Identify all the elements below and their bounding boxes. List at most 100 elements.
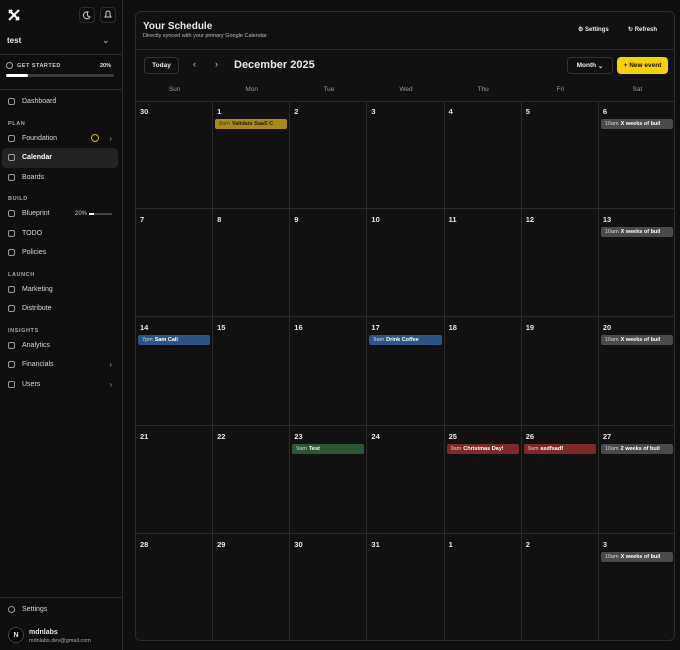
day-cell[interactable]: 12 [521, 209, 599, 318]
new-event-button[interactable]: + New event [617, 57, 668, 74]
day-number: 1 [448, 539, 453, 549]
day-cell[interactable]: 24 [367, 425, 445, 534]
day-cell[interactable]: 26 9am asdfsadf [521, 425, 599, 534]
day-cell[interactable]: 30 [136, 101, 214, 210]
nav-icon [8, 361, 15, 369]
settings-button[interactable]: ⚙ Settings [578, 27, 609, 33]
day-cell[interactable]: 1 8am Validate SaaS C [213, 101, 291, 210]
day-number: 27 [602, 431, 612, 441]
day-cell[interactable]: 5 [521, 101, 599, 210]
event[interactable]: 10am X weeks of buil [600, 335, 673, 346]
day-cell[interactable]: 14 7pm Sam Call [136, 317, 214, 426]
divider [0, 597, 122, 598]
weekday-label: Thu [477, 86, 489, 93]
chevron: › [109, 133, 112, 143]
event-title: 2 weeks of buil [620, 445, 660, 452]
day-cell[interactable]: 27 10am 2 weeks of buil [598, 426, 674, 534]
event[interactable]: 10am 2 weeks of buil [600, 443, 673, 454]
today-button[interactable]: Today [144, 57, 179, 74]
nav-label: Foundation [22, 134, 58, 142]
nav-progress-track [89, 212, 112, 215]
day-cell[interactable]: 2 [290, 101, 368, 210]
day-cell[interactable]: 18 [444, 317, 522, 426]
nav-icon [8, 229, 15, 237]
settings-link[interactable]: Settings [2, 600, 124, 620]
day-cell[interactable]: 7 [136, 209, 214, 318]
nav-item[interactable]: Calendar [2, 148, 118, 168]
event[interactable]: 9am Christmas Day! [446, 443, 519, 454]
day-number: 17 [371, 323, 380, 333]
day-number: 12 [525, 215, 535, 225]
day-cell[interactable]: 1 [445, 533, 522, 640]
event[interactable]: 10am X weeks of buil [600, 227, 673, 238]
divider [136, 101, 674, 102]
nav-item[interactable]: Policies [2, 243, 118, 263]
refresh-button-label: Refresh [634, 27, 658, 33]
view-select[interactable]: Month ⌄ [567, 57, 613, 74]
weekday-label: Wed [399, 86, 413, 93]
nav-icon [8, 98, 15, 106]
settings-button-label: Settings [585, 27, 609, 33]
notifications-button[interactable] [100, 7, 116, 23]
event[interactable]: 7pm Sam Call [138, 335, 211, 346]
day-cell[interactable]: 3 [367, 101, 445, 210]
nav-item[interactable]: Marketing [2, 280, 118, 300]
nav-item[interactable]: TODO [2, 224, 118, 244]
day-cell[interactable]: 22 [213, 425, 291, 534]
nav-item[interactable]: Analytics [2, 336, 118, 356]
day-cell[interactable]: 29 [213, 533, 291, 640]
day-cell[interactable]: 30 [290, 533, 368, 640]
event[interactable]: 9am Drink Coffee [369, 335, 442, 346]
day-cell[interactable]: 16 [290, 317, 368, 426]
chevron: › [109, 379, 112, 389]
weekday-label: Sat [632, 86, 643, 93]
event[interactable]: 10am X weeks of buil [600, 551, 673, 562]
avatar[interactable]: N [8, 627, 24, 643]
day-cell[interactable]: 8 [213, 209, 291, 318]
event-title: X weeks of buil [620, 229, 661, 236]
logo[interactable] [8, 9, 20, 21]
day-number: 9 [294, 215, 299, 225]
next-button[interactable]: › [215, 59, 218, 69]
day-cell[interactable]: 19 [521, 317, 599, 426]
event[interactable]: 9am Test [292, 443, 365, 454]
progress-fill [6, 74, 28, 77]
workspace-name[interactable]: test [7, 36, 22, 45]
day-cell[interactable]: 17 9am Drink Coffee [367, 317, 445, 426]
event[interactable]: 8am Validate SaaS C [215, 119, 288, 129]
day-cell[interactable]: 2 [522, 533, 599, 640]
event-time: 9am [373, 337, 385, 344]
theme-button[interactable] [79, 7, 95, 23]
day-cell[interactable]: 28 [136, 533, 214, 640]
day-number: 21 [140, 431, 149, 441]
event[interactable]: 10am X weeks of buil [600, 119, 673, 129]
prev-button[interactable]: ‹ [193, 59, 196, 69]
day-cell[interactable]: 31 [367, 533, 445, 640]
nav-item[interactable]: Blueprint 20% [2, 204, 118, 224]
progress-track [6, 74, 114, 77]
day-cell[interactable]: 15 [213, 317, 291, 426]
nav-item[interactable]: Dashboard [2, 92, 118, 112]
day-cell[interactable]: 6 10am X weeks of buil [598, 101, 674, 210]
day-cell[interactable]: 3 10am X weeks of buil [599, 534, 674, 640]
day-cell[interactable]: 23 9am Test [290, 425, 368, 534]
day-cell[interactable]: 9 [290, 209, 368, 318]
day-cell[interactable]: 11 [444, 209, 522, 318]
day-cell[interactable]: 20 10am X weeks of buil [598, 317, 674, 426]
nav-item[interactable]: Distribute [2, 299, 118, 319]
day-cell[interactable]: 21 [136, 425, 214, 534]
day-cell[interactable]: 4 [444, 101, 522, 210]
day-number: 4 [448, 107, 453, 116]
nav-item[interactable]: Financials › [2, 355, 118, 375]
day-cell[interactable]: 10 [367, 209, 445, 318]
day-cell[interactable]: 13 10am X weeks of buil [598, 209, 674, 318]
day-cell[interactable]: 25 9am Christmas Day! [444, 425, 522, 534]
day-number: 1 [217, 107, 222, 116]
nav-item[interactable]: Users › [2, 375, 118, 395]
refresh-button[interactable]: ↻ Refresh [628, 27, 658, 33]
event-title: X weeks of buil [620, 337, 661, 344]
nav-item[interactable]: Boards [2, 168, 118, 188]
event[interactable]: 9am asdfsadf [523, 443, 596, 454]
nav-item[interactable]: Foundation › [2, 129, 118, 149]
workspace-chevron[interactable]: ⌄ [102, 35, 110, 45]
